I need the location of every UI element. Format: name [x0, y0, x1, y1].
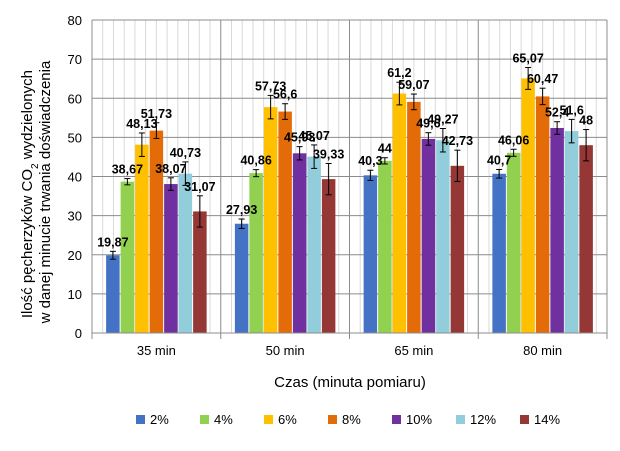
x-tick-label: 50 min	[266, 343, 305, 358]
bar	[392, 93, 407, 334]
data-label: 45,07	[298, 129, 329, 143]
data-label: 65,07	[512, 51, 543, 65]
y-tick-label: 40	[68, 170, 82, 185]
legend-label: 8%	[342, 412, 361, 427]
data-label: 45,93	[284, 131, 315, 145]
data-label: 49,27	[427, 112, 458, 126]
bar	[506, 152, 521, 333]
bar	[421, 138, 436, 333]
data-label: 40,73	[170, 146, 201, 160]
legend-label: 2%	[150, 412, 169, 427]
x-axis-title: Czas (minuta pomiaru)	[274, 374, 426, 391]
legend-swatch	[520, 415, 529, 424]
bar	[579, 145, 593, 333]
bar	[120, 181, 135, 333]
data-label: 44	[378, 142, 392, 156]
bar	[535, 96, 550, 333]
data-label: 39,33	[313, 147, 344, 161]
bar	[164, 184, 178, 333]
data-label: 42,73	[442, 134, 473, 148]
data-label: 51,6	[559, 103, 583, 117]
data-label: 19,87	[97, 235, 128, 249]
data-label: 31,07	[184, 180, 215, 194]
axes-layer: 0 10 20 30 40 50 60 70 80 35 min 50 min 65 min 80 mi…	[68, 13, 607, 358]
bar	[321, 179, 336, 333]
data-label: 27,93	[226, 203, 257, 217]
bar	[234, 223, 249, 333]
legend-swatch	[456, 415, 465, 424]
x-tick-label: 80 min	[523, 343, 562, 358]
bar	[564, 131, 579, 333]
bar	[135, 144, 149, 333]
data-label: 61,2	[387, 66, 411, 80]
x-tick-label: 35 min	[137, 343, 176, 358]
bar	[178, 173, 193, 333]
x-tick-label: 65 min	[394, 343, 433, 358]
legend-label: 4%	[214, 412, 233, 427]
bar	[450, 165, 465, 333]
legend-swatch	[392, 415, 401, 424]
bar	[106, 255, 120, 333]
data-label: 57,73	[255, 79, 286, 93]
bar	[407, 101, 421, 333]
legend-label: 6%	[278, 412, 297, 427]
legend-swatch	[136, 415, 145, 424]
legend-swatch	[264, 415, 273, 424]
bar	[378, 160, 392, 333]
bar	[550, 127, 564, 333]
legend-label: 12%	[470, 412, 496, 427]
data-label: 48,13	[126, 117, 157, 131]
data-label: 40,3	[358, 154, 382, 168]
bar	[149, 130, 164, 333]
legend-label: 14%	[534, 412, 560, 427]
bar	[278, 111, 292, 334]
data-labels-layer: 19,87 27,93 40,3 40,7 38,67 40,86 44 46,06 48,13…	[97, 51, 593, 249]
legend-swatch	[328, 415, 337, 424]
bar	[307, 156, 321, 333]
legend-label: 10%	[406, 412, 432, 427]
y-tick-label: 60	[68, 91, 82, 106]
data-label: 60,47	[527, 72, 558, 86]
y-tick-label: 10	[68, 287, 82, 302]
error-bars-layer	[109, 66, 590, 260]
bar	[263, 107, 278, 333]
data-label: 51,73	[141, 107, 172, 121]
bar	[249, 173, 263, 333]
data-label: 46,06	[498, 133, 529, 147]
bar	[363, 175, 378, 333]
data-label: 40,86	[240, 154, 271, 168]
data-label: 38,07	[155, 162, 186, 176]
bar	[521, 78, 535, 333]
y-tick-label: 20	[68, 248, 82, 263]
data-label: 52,4	[545, 106, 569, 120]
legend: 2% 4% 6% 8% 10% 12% 14%	[136, 412, 560, 427]
y-tick-label: 80	[68, 13, 82, 28]
y-tick-label: 0	[75, 326, 82, 341]
bar	[436, 140, 450, 333]
bar	[492, 173, 506, 333]
data-label: 49,6	[416, 117, 440, 131]
data-label: 56,6	[273, 88, 297, 102]
y-tick-label: 50	[68, 130, 82, 145]
bars-layer	[106, 78, 593, 334]
bar	[193, 211, 207, 333]
bar	[292, 153, 307, 333]
y-axis-title: Ilość pęcherzyków CO2 wydzielonych w dan…	[19, 60, 54, 324]
legend-swatch	[200, 415, 209, 424]
data-label: 40,7	[487, 153, 511, 167]
data-label: 38,67	[112, 163, 143, 177]
data-label: 48	[579, 114, 593, 128]
y-tick-label: 30	[68, 209, 82, 224]
data-label: 59,07	[398, 78, 429, 92]
y-tick-label: 70	[68, 52, 82, 67]
